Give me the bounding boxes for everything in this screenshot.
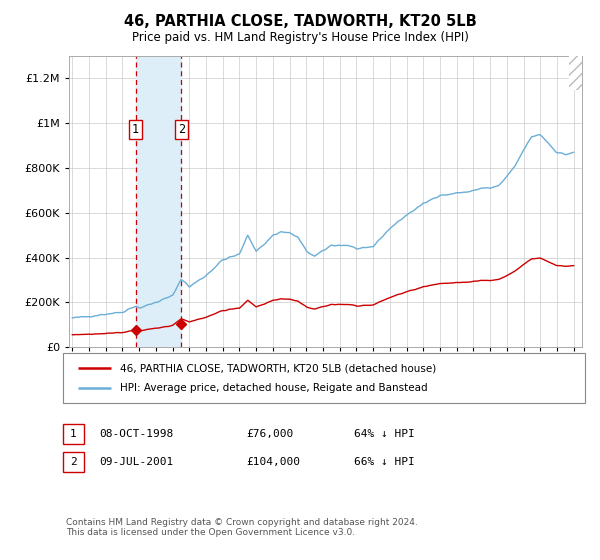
Text: 2: 2 — [70, 457, 77, 467]
Text: 64% ↓ HPI: 64% ↓ HPI — [354, 429, 415, 439]
Text: Price paid vs. HM Land Registry's House Price Index (HPI): Price paid vs. HM Land Registry's House … — [131, 31, 469, 44]
Text: 2: 2 — [178, 123, 185, 137]
Text: Contains HM Land Registry data © Crown copyright and database right 2024.
This d: Contains HM Land Registry data © Crown c… — [66, 518, 418, 538]
Text: 66% ↓ HPI: 66% ↓ HPI — [354, 457, 415, 467]
Text: 1: 1 — [70, 429, 77, 439]
Text: HPI: Average price, detached house, Reigate and Banstead: HPI: Average price, detached house, Reig… — [120, 383, 428, 393]
Text: 09-JUL-2001: 09-JUL-2001 — [99, 457, 173, 467]
Text: 46, PARTHIA CLOSE, TADWORTH, KT20 5LB (detached house): 46, PARTHIA CLOSE, TADWORTH, KT20 5LB (d… — [120, 363, 436, 373]
Bar — [136, 56, 181, 347]
Text: 46, PARTHIA CLOSE, TADWORTH, KT20 5LB: 46, PARTHIA CLOSE, TADWORTH, KT20 5LB — [124, 14, 476, 29]
Text: 08-OCT-1998: 08-OCT-1998 — [99, 429, 173, 439]
Text: £76,000: £76,000 — [246, 429, 293, 439]
Text: 1: 1 — [132, 123, 139, 137]
Text: £104,000: £104,000 — [246, 457, 300, 467]
